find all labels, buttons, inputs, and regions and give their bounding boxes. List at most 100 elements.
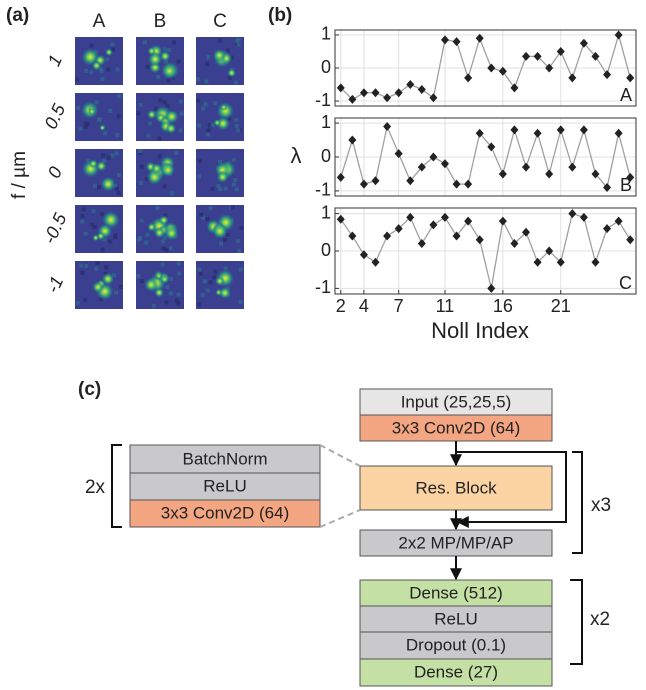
spot xyxy=(99,125,105,131)
psf-image xyxy=(75,93,123,141)
spot xyxy=(144,278,158,292)
noise xyxy=(104,265,108,269)
block-label: Dropout (0.1) xyxy=(406,635,506,654)
noise xyxy=(92,209,96,213)
noise xyxy=(117,94,121,98)
noise xyxy=(146,233,150,237)
marker xyxy=(418,85,426,94)
block-label: 3x3 Conv2D (64) xyxy=(392,418,521,437)
spot xyxy=(160,275,169,284)
marker xyxy=(360,250,368,259)
noise xyxy=(236,43,240,47)
noise xyxy=(108,109,112,113)
marker xyxy=(580,125,588,134)
noise xyxy=(161,262,165,266)
marker xyxy=(603,224,611,233)
noise xyxy=(204,102,208,106)
noise xyxy=(101,248,105,252)
noise xyxy=(196,77,200,81)
noise xyxy=(217,184,221,188)
noise xyxy=(117,173,121,177)
noise xyxy=(93,225,97,229)
noise xyxy=(206,217,210,221)
spot xyxy=(220,104,227,111)
marker xyxy=(568,73,576,82)
noise xyxy=(161,239,165,243)
noise xyxy=(203,280,207,284)
y-tick-label: -1 xyxy=(315,90,331,110)
noise xyxy=(165,300,169,304)
bracket xyxy=(570,580,582,664)
block-label: Input (25,25,5) xyxy=(401,392,512,411)
marker xyxy=(372,88,380,97)
noise xyxy=(119,285,123,289)
noise xyxy=(213,101,217,105)
noise xyxy=(163,184,167,188)
spot xyxy=(162,64,177,79)
marker xyxy=(568,163,576,172)
noise xyxy=(93,184,97,188)
marker xyxy=(406,80,414,89)
psf-image xyxy=(136,93,184,141)
spot xyxy=(147,110,157,120)
noise xyxy=(100,69,104,73)
marker xyxy=(360,88,368,97)
noise xyxy=(239,268,243,272)
noise xyxy=(106,68,110,72)
y-tick-label: 1 xyxy=(321,112,331,132)
noise xyxy=(138,236,142,240)
noise xyxy=(158,98,162,102)
noise xyxy=(139,181,143,185)
marker xyxy=(453,37,461,46)
noise xyxy=(169,246,173,250)
marker xyxy=(626,73,634,82)
noise xyxy=(199,213,203,217)
noise xyxy=(80,214,84,218)
noise xyxy=(108,240,112,244)
spot xyxy=(151,163,162,174)
column-label: B xyxy=(154,11,167,32)
row-label: -0.5 xyxy=(39,209,71,246)
noise xyxy=(82,207,86,211)
marker xyxy=(372,258,380,267)
block-label: Dense (27) xyxy=(414,662,498,681)
noise xyxy=(198,159,202,163)
noise xyxy=(197,123,201,127)
noise xyxy=(208,280,212,284)
noise xyxy=(231,205,235,209)
diagram: Input (25,25,5) 3x3 Conv2D (64) Res. Blo… xyxy=(85,389,611,686)
row-label: 0.5 xyxy=(41,100,70,132)
noise xyxy=(206,55,210,59)
block-label: Res. Block xyxy=(415,478,497,497)
noise xyxy=(139,103,143,107)
noise xyxy=(213,270,217,274)
noise xyxy=(116,67,120,71)
noise xyxy=(155,206,159,210)
marker xyxy=(557,125,565,134)
marker xyxy=(429,220,437,229)
marker xyxy=(615,217,623,226)
marker xyxy=(615,30,623,39)
noise xyxy=(107,156,111,160)
spot xyxy=(96,161,107,172)
connector xyxy=(320,445,360,466)
panel-label: (c) xyxy=(78,379,101,400)
noise xyxy=(199,272,203,276)
spot xyxy=(227,68,236,77)
x-tick-label: 16 xyxy=(493,296,513,316)
marker xyxy=(337,173,345,182)
marker xyxy=(580,213,588,222)
noise xyxy=(239,300,243,304)
noise xyxy=(169,291,173,295)
noise xyxy=(115,151,119,155)
bracket xyxy=(112,445,122,527)
marker xyxy=(568,209,576,218)
y-tick-label: 0 xyxy=(321,57,331,77)
marker xyxy=(453,180,461,189)
marker xyxy=(418,239,426,248)
column-label: A xyxy=(93,11,106,32)
noise xyxy=(218,38,222,42)
noise xyxy=(177,292,181,296)
noise xyxy=(85,122,89,126)
noise xyxy=(235,187,239,191)
